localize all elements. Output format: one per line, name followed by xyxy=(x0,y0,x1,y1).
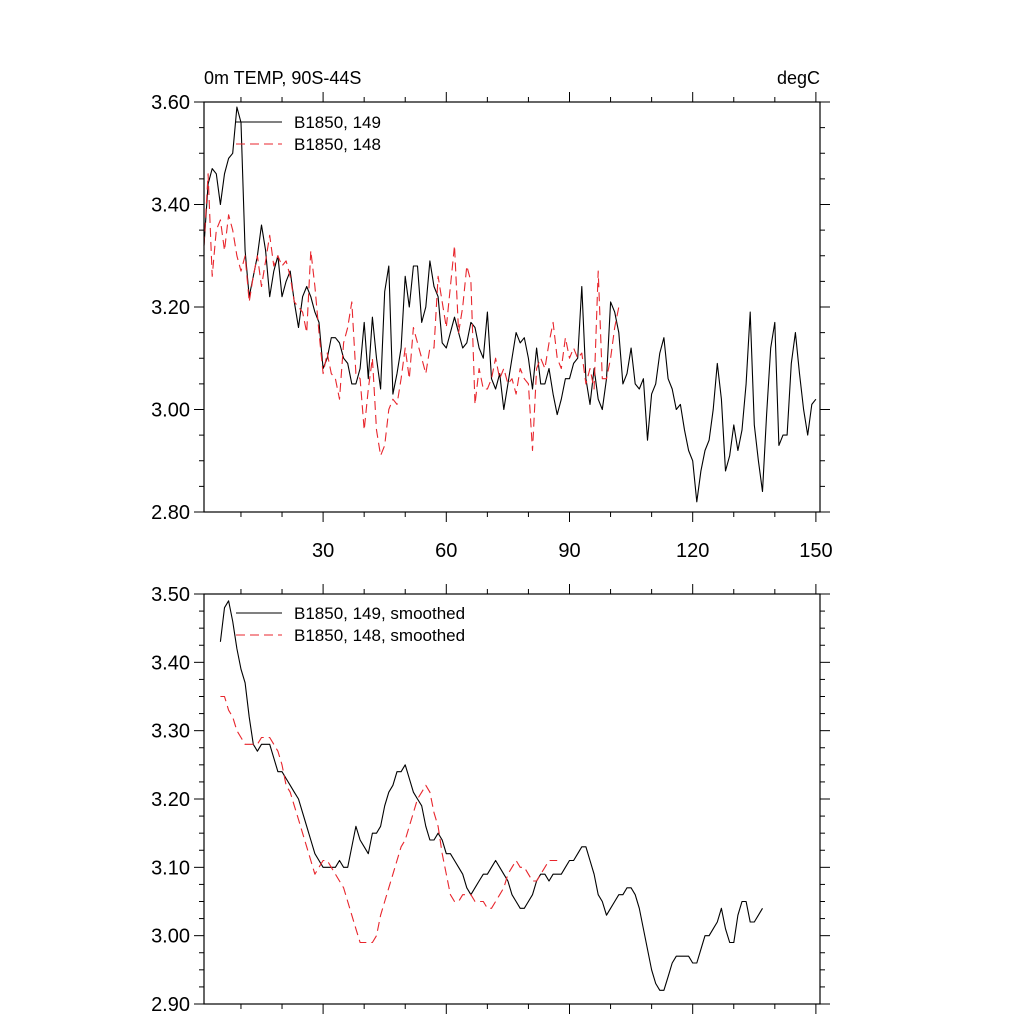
bottom-panel: 2.90 3.00 3.10 3.20 3.30 3.40 3.50 B1850, 149,… xyxy=(151,584,830,1016)
y-tick-label: 3.00 xyxy=(151,926,190,948)
series-line-1 xyxy=(203,106,817,503)
y-tick-label: 3.10 xyxy=(151,857,190,879)
x-tick-label: 120 xyxy=(676,540,709,562)
y-tick-label: 3.20 xyxy=(151,789,190,811)
chart-title: 0m TEMP, 90S-44S xyxy=(204,68,361,88)
y-tick-label: 3.00 xyxy=(151,400,190,422)
x-tick-label: 60 xyxy=(435,540,457,562)
units-label: degC xyxy=(777,68,820,88)
top-panel: 0m TEMP, 90S-44S degC 2.80 3.00 3.20 3.40 3.… xyxy=(151,68,833,562)
y-tick-label: 3.30 xyxy=(151,721,190,743)
bottom-axes: 2.90 3.00 3.10 3.20 3.30 3.40 3.50 xyxy=(151,584,830,1016)
y-tick-label: 2.90 xyxy=(151,994,190,1016)
y-tick-label: 3.20 xyxy=(151,297,190,319)
top-legend: B1850, 149 B1850, 148 xyxy=(236,113,381,154)
bottom-plot-frame xyxy=(203,593,821,1005)
x-tick-label: 90 xyxy=(558,540,580,562)
x-tick-label: 30 xyxy=(312,540,334,562)
y-tick-label: 3.40 xyxy=(151,195,190,217)
series-line-1 xyxy=(219,600,763,991)
bottom-series xyxy=(219,600,763,991)
y-tick-label: 2.80 xyxy=(151,502,190,524)
series-line-2 xyxy=(203,173,620,457)
top-axes: 2.80 3.00 3.20 3.40 3.60 30 60 90 120 150 xyxy=(151,92,833,562)
legend-label: B1850, 149 xyxy=(294,113,381,132)
top-series xyxy=(203,106,817,503)
bottom-legend: B1850, 149, smoothed B1850, 148, smoothed xyxy=(236,604,465,645)
y-tick-label: 3.60 xyxy=(151,92,190,114)
top-plot-frame xyxy=(203,101,821,513)
legend-label: B1850, 148 xyxy=(294,135,381,154)
y-tick-label: 3.50 xyxy=(151,584,190,606)
x-tick-label: 150 xyxy=(799,540,832,562)
legend-label: B1850, 148, smoothed xyxy=(294,626,465,645)
y-tick-label: 3.40 xyxy=(151,652,190,674)
legend-label: B1850, 149, smoothed xyxy=(294,604,465,623)
series-line-2 xyxy=(220,695,558,944)
